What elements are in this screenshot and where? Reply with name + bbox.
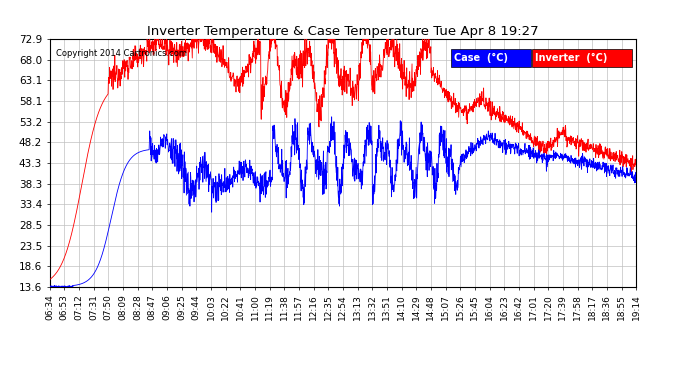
FancyBboxPatch shape — [451, 49, 531, 67]
Text: Copyright 2014 Cartronics.com: Copyright 2014 Cartronics.com — [55, 49, 186, 58]
Text: Inverter  (°C): Inverter (°C) — [535, 53, 608, 63]
Text: Case  (°C): Case (°C) — [455, 53, 509, 63]
Title: Inverter Temperature & Case Temperature Tue Apr 8 19:27: Inverter Temperature & Case Temperature … — [147, 25, 539, 38]
FancyBboxPatch shape — [533, 49, 632, 67]
